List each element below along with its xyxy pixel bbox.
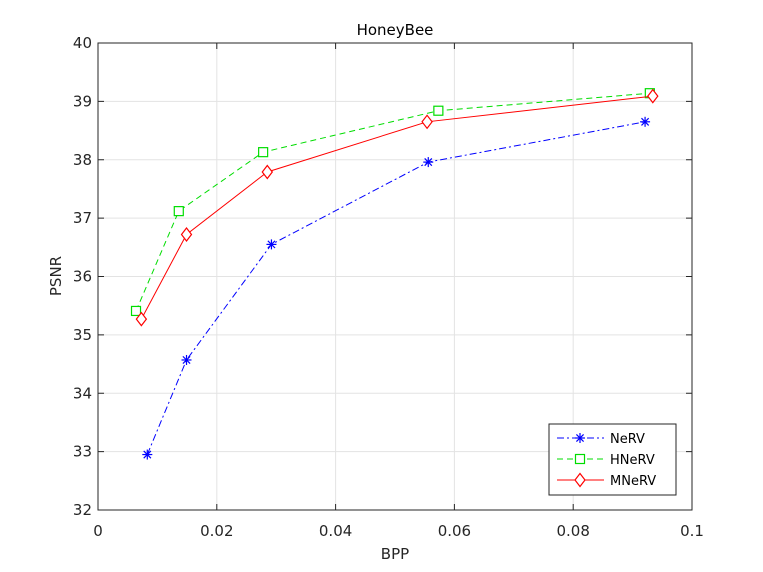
point-nerv-stroke — [143, 450, 152, 459]
plot-frame — [97, 42, 693, 511]
x-tick-label: 0.02 — [200, 522, 233, 540]
point-nerv-stroke — [641, 117, 650, 126]
y-tick-label: 32 — [73, 501, 92, 519]
legend-label-nerv: NeRV — [610, 432, 645, 447]
point-nerv — [181, 354, 192, 365]
legend: NeRV HNeRV MNeRV — [548, 423, 677, 496]
y-tick-label: 39 — [73, 92, 92, 110]
axes — [97, 42, 693, 511]
x-tick-label: 0 — [93, 522, 103, 540]
legend-label-mnerv: MNeRV — [610, 474, 656, 489]
y-axis-label: PSNR — [47, 256, 65, 296]
point-hnerv — [433, 105, 444, 116]
point-nerv-stroke — [267, 240, 276, 249]
y-tick-label: 33 — [73, 443, 92, 461]
legend-marker-hnerv — [574, 453, 586, 465]
x-axis-label: BPP — [381, 545, 409, 563]
x-tick-label: 0.04 — [319, 522, 352, 540]
point-mnerv — [647, 88, 659, 104]
point-hnerv — [173, 206, 184, 217]
point-mnerv — [261, 164, 274, 180]
series-layer — [130, 88, 659, 460]
series-nerv — [142, 116, 651, 460]
legend-marker-nerv — [575, 433, 585, 443]
x-tick-label: 0.08 — [556, 522, 589, 540]
legend-marker-mnerv — [574, 472, 586, 488]
point-nerv-stroke — [182, 355, 191, 365]
point-nerv-stroke — [424, 158, 433, 167]
y-tick-label: 34 — [73, 384, 92, 402]
y-tick-label: 38 — [73, 151, 92, 169]
y-tick-label: 40 — [73, 34, 92, 52]
point-nerv — [266, 239, 277, 250]
point-hnerv — [130, 305, 142, 317]
chart-title: HoneyBee — [357, 21, 434, 39]
tick-labels: 0 0.02 0.04 0.06 0.08 0.1 32 33 34 35 36 37 38 39 40 — [73, 34, 704, 540]
x-tick-label: 0.1 — [680, 522, 704, 540]
x-tick-label: 0.06 — [438, 522, 471, 540]
y-tick-label: 36 — [73, 268, 92, 286]
legend-label-hnerv: HNeRV — [610, 453, 655, 468]
point-hnerv — [258, 147, 269, 158]
series-mnerv — [135, 88, 659, 327]
point-mnerv — [135, 311, 148, 327]
point-nerv — [423, 157, 434, 168]
point-mnerv — [180, 226, 193, 242]
y-tick-label: 37 — [73, 209, 92, 227]
point-mnerv — [421, 114, 433, 130]
legend-marker-nerv-stroke — [575, 433, 585, 443]
y-tick-label: 35 — [73, 326, 92, 344]
point-nerv — [142, 449, 153, 460]
point-nerv — [640, 116, 651, 127]
